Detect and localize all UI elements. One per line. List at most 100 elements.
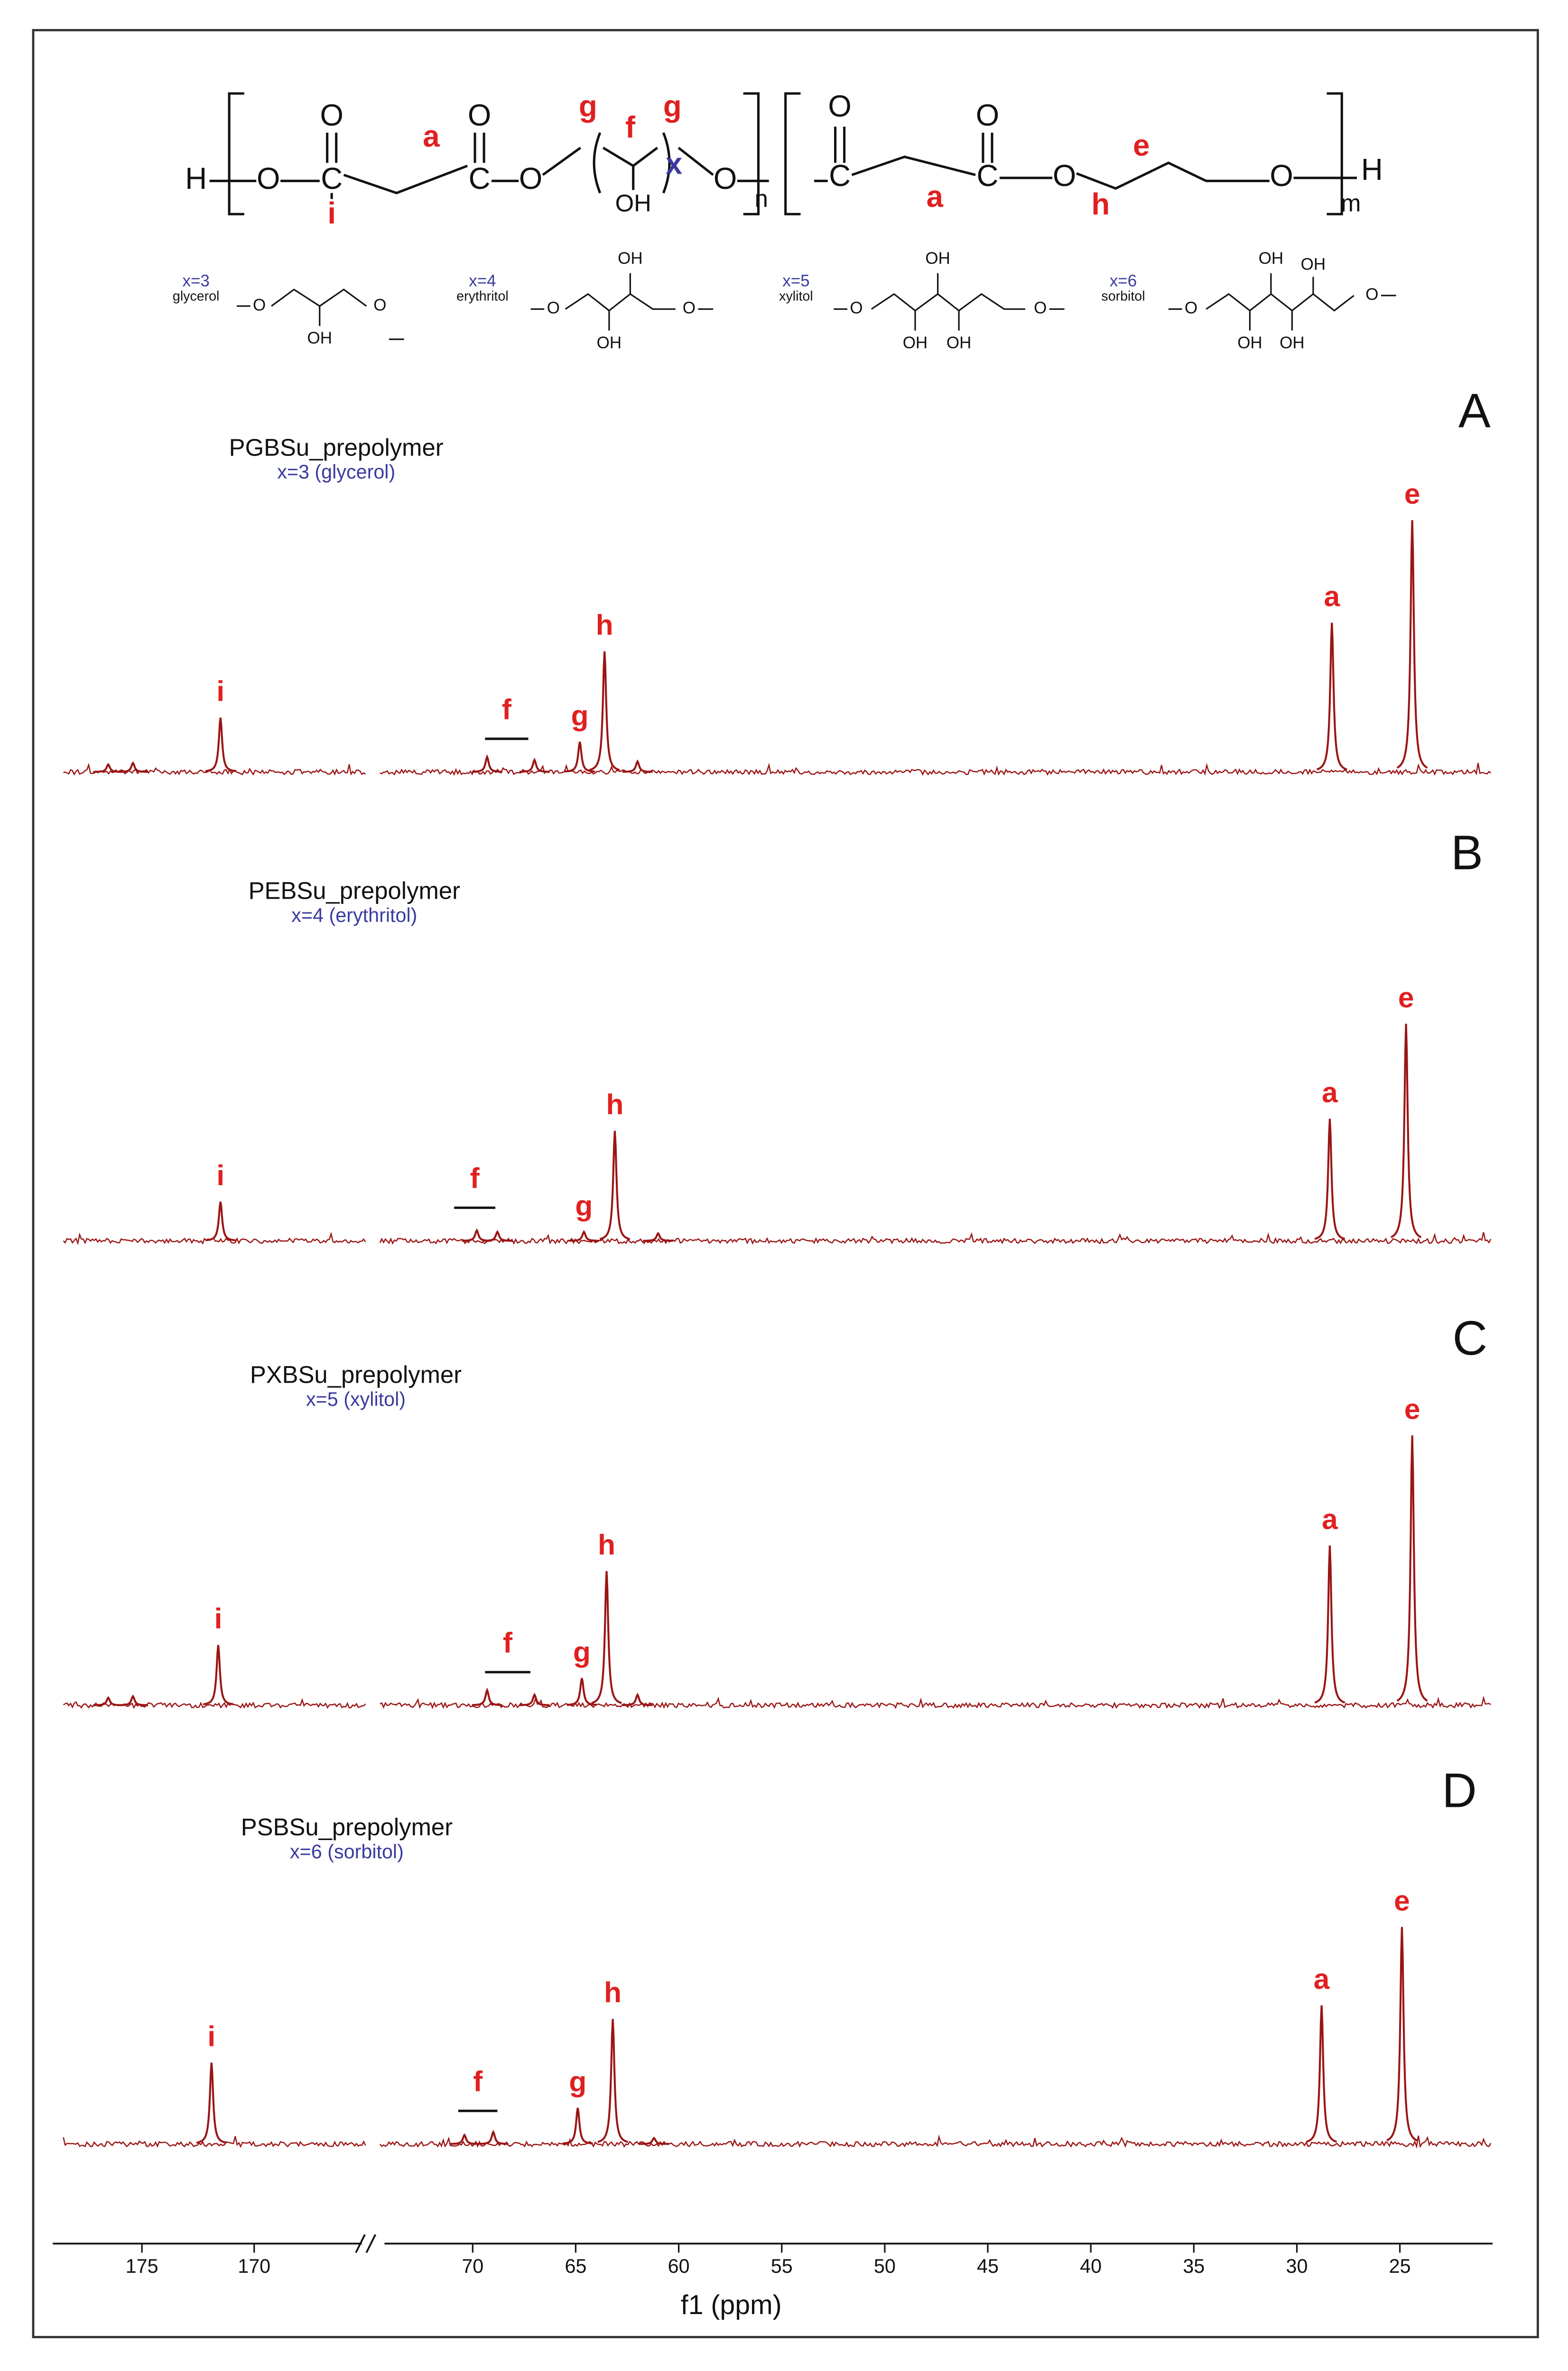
alditol-name: xylitol (779, 289, 813, 304)
spectrum-subtitle: x=3 (glycerol) (277, 461, 395, 483)
spectrum-subtitle: x=6 (sorbitol) (290, 1841, 404, 1862)
atom-label: O (257, 162, 280, 195)
atom-label: O (519, 162, 542, 195)
spectrum-title: PGBSu_prepolymer (229, 434, 444, 461)
peak (205, 1201, 236, 1241)
atom-label: O (1053, 159, 1076, 193)
atom-label: C (469, 162, 491, 195)
peak-label: i (207, 2020, 215, 2052)
peak-label: e (1398, 981, 1414, 1013)
bracket-label: f (503, 1627, 513, 1659)
alditol-chain (565, 293, 676, 312)
peak-label: e (1404, 477, 1420, 510)
peak (622, 1692, 653, 1706)
peak-label: g (571, 699, 589, 732)
atom-label: a (927, 180, 944, 214)
alditol-x: x=6 (1110, 271, 1137, 290)
atom-label: OH (615, 190, 651, 217)
peak (118, 1694, 148, 1706)
atom-label: a (423, 120, 440, 153)
peak-label: h (604, 1976, 622, 2008)
alditol-atom: OH (1237, 334, 1262, 352)
atom-label: O (714, 162, 737, 195)
alditol-atom: OH (903, 334, 928, 352)
x-tick-label: 40 (1080, 2255, 1102, 2277)
atom-label: i (327, 196, 336, 230)
alditol-x: x=3 (183, 271, 210, 290)
peak (482, 1230, 513, 1242)
x-axis-label: f1 (ppm) (681, 2290, 782, 2320)
peak (562, 2108, 593, 2145)
alditol-atom: O (1185, 299, 1197, 317)
alditol-atom: O (1034, 299, 1047, 317)
peak (1386, 1927, 1418, 2141)
peak-label: a (1322, 1503, 1338, 1535)
baseline (63, 2136, 366, 2148)
alditol-atom: OH (946, 334, 971, 352)
brackets (228, 92, 1343, 215)
spectrum-subtitle: x=4 (erythritol) (291, 904, 417, 926)
peak-label: h (606, 1088, 624, 1120)
alditol-atom: OH (618, 249, 642, 268)
peak (472, 754, 502, 773)
peak-label: h (598, 1528, 615, 1561)
peak-label: a (1324, 580, 1340, 613)
peak (1396, 1435, 1428, 1702)
atom-label: h (1091, 187, 1110, 221)
panel-letter: C (1453, 1311, 1487, 1365)
atom-label: H (1361, 153, 1383, 186)
peak (449, 2133, 480, 2145)
bracket-label: f (502, 693, 512, 725)
x-tick-label: 50 (874, 2255, 896, 2277)
alditol-atom: OH (1301, 255, 1326, 274)
x-tick-label: 60 (668, 2255, 690, 2277)
peak (1314, 1118, 1345, 1240)
x-tick-label: 55 (771, 2255, 793, 2277)
peak (519, 757, 550, 773)
peak-label: e (1394, 1884, 1410, 1916)
bracket-label: f (470, 1162, 480, 1194)
spectrum-title: PEBSu_prepolymer (249, 877, 460, 904)
parentheses (593, 132, 671, 194)
peak (597, 2018, 628, 2143)
alditol-atom: OH (1259, 249, 1283, 268)
panel-letter: B (1451, 826, 1483, 880)
x-tick-label: 30 (1286, 2255, 1308, 2277)
atom-label: C (977, 159, 999, 193)
alditol-atom: O (850, 299, 863, 317)
peak (472, 1687, 502, 1706)
peak (643, 1232, 673, 1242)
baseline (380, 762, 1492, 776)
alditol-atom: OH (307, 329, 332, 347)
alditol-atom: O (547, 299, 560, 317)
atom-label: x (666, 147, 682, 180)
alditol-atom: O (683, 299, 696, 317)
alditol-atom: O (253, 296, 266, 314)
alditol-atom: O (1365, 285, 1378, 304)
alditol-atom: OH (1280, 334, 1304, 352)
peak-label: i (216, 1159, 224, 1191)
alditol-chain (1206, 293, 1355, 312)
spectrum-subtitle: x=5 (xylitol) (306, 1388, 406, 1410)
atom-label: e (1133, 129, 1150, 162)
peak (1306, 2005, 1337, 2143)
x-tick-label: 170 (238, 2255, 270, 2277)
peak-label: a (1314, 1963, 1330, 1995)
x-tick-label: 35 (1183, 2255, 1205, 2277)
peak (622, 759, 653, 773)
panel-letter: A (1458, 384, 1491, 438)
alditol-chain (871, 293, 1025, 312)
alditol-name: glycerol (173, 289, 219, 304)
atom-label: f (625, 111, 636, 144)
alditol-atom: OH (597, 334, 622, 352)
peak (519, 1692, 550, 1706)
peak-label: g (575, 1189, 593, 1221)
alditol-name: erythritol (456, 289, 509, 304)
x-tick-label: 65 (565, 2255, 586, 2277)
atom-label: O (468, 99, 491, 132)
peak (1390, 1023, 1422, 1238)
peak (478, 2129, 509, 2145)
peak (589, 651, 620, 771)
